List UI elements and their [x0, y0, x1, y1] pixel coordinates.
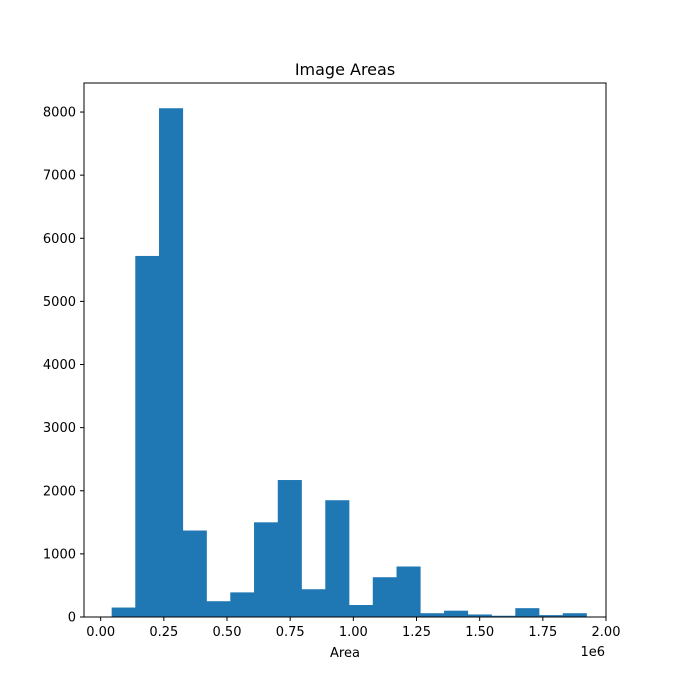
histogram-bar: [182, 530, 207, 617]
x-tick-label: 0.50: [213, 625, 242, 640]
y-tick-label: 2000: [43, 484, 76, 499]
histogram-bar: [562, 613, 587, 617]
x-tick-label: 0.75: [276, 625, 305, 640]
plot-frame: [83, 82, 607, 618]
histogram-bar: [277, 480, 302, 617]
y-tick-label: 1000: [43, 547, 76, 562]
x-axis: 0.00 0.25 0.50 0.75 1.00 1.25 1.50 1.75 2.00: [86, 617, 620, 640]
histogram-bar: [325, 500, 350, 617]
chart-title: Image Areas: [295, 60, 395, 79]
histogram-bar: [444, 610, 469, 617]
histogram-bar: [135, 255, 160, 617]
histogram-bar: [491, 615, 516, 617]
histogram-bar: [349, 605, 374, 617]
histogram-bar: [159, 108, 184, 617]
histogram-bar: [372, 577, 397, 617]
histogram-bar: [206, 601, 231, 617]
y-tick-label: 6000: [43, 232, 76, 247]
histogram-bar: [396, 566, 421, 617]
bar-group: [111, 108, 587, 617]
histogram-bar: [515, 608, 540, 617]
histogram-bar: [467, 614, 492, 617]
y-axis: 0 1000 2000 3000 4000 5000 6000 7000 8000: [43, 106, 84, 626]
y-tick-label: 8000: [43, 106, 76, 121]
y-tick-label: 0: [68, 611, 76, 626]
x-tick-label: 1.75: [528, 625, 557, 640]
x-tick-label: 1.25: [402, 625, 431, 640]
y-tick-label: 3000: [43, 421, 76, 436]
histogram-bar: [301, 589, 326, 617]
y-tick-label: 7000: [43, 169, 76, 184]
x-tick-label: 1.50: [465, 625, 494, 640]
y-tick-label: 5000: [43, 295, 76, 310]
histogram-bar: [230, 592, 255, 617]
histogram-bar: [539, 615, 564, 617]
histogram-bar: [420, 613, 445, 617]
x-tick-label: 0.00: [86, 625, 115, 640]
x-axis-label: Area: [330, 646, 360, 661]
x-axis-offset-label: 1e6: [580, 645, 605, 660]
y-tick-label: 4000: [43, 358, 76, 373]
histogram-bar: [111, 607, 136, 617]
x-tick-label: 2.00: [592, 625, 621, 640]
x-tick-label: 0.25: [149, 625, 178, 640]
x-tick-label: 1.00: [339, 625, 368, 640]
histogram-bar: [254, 522, 279, 617]
